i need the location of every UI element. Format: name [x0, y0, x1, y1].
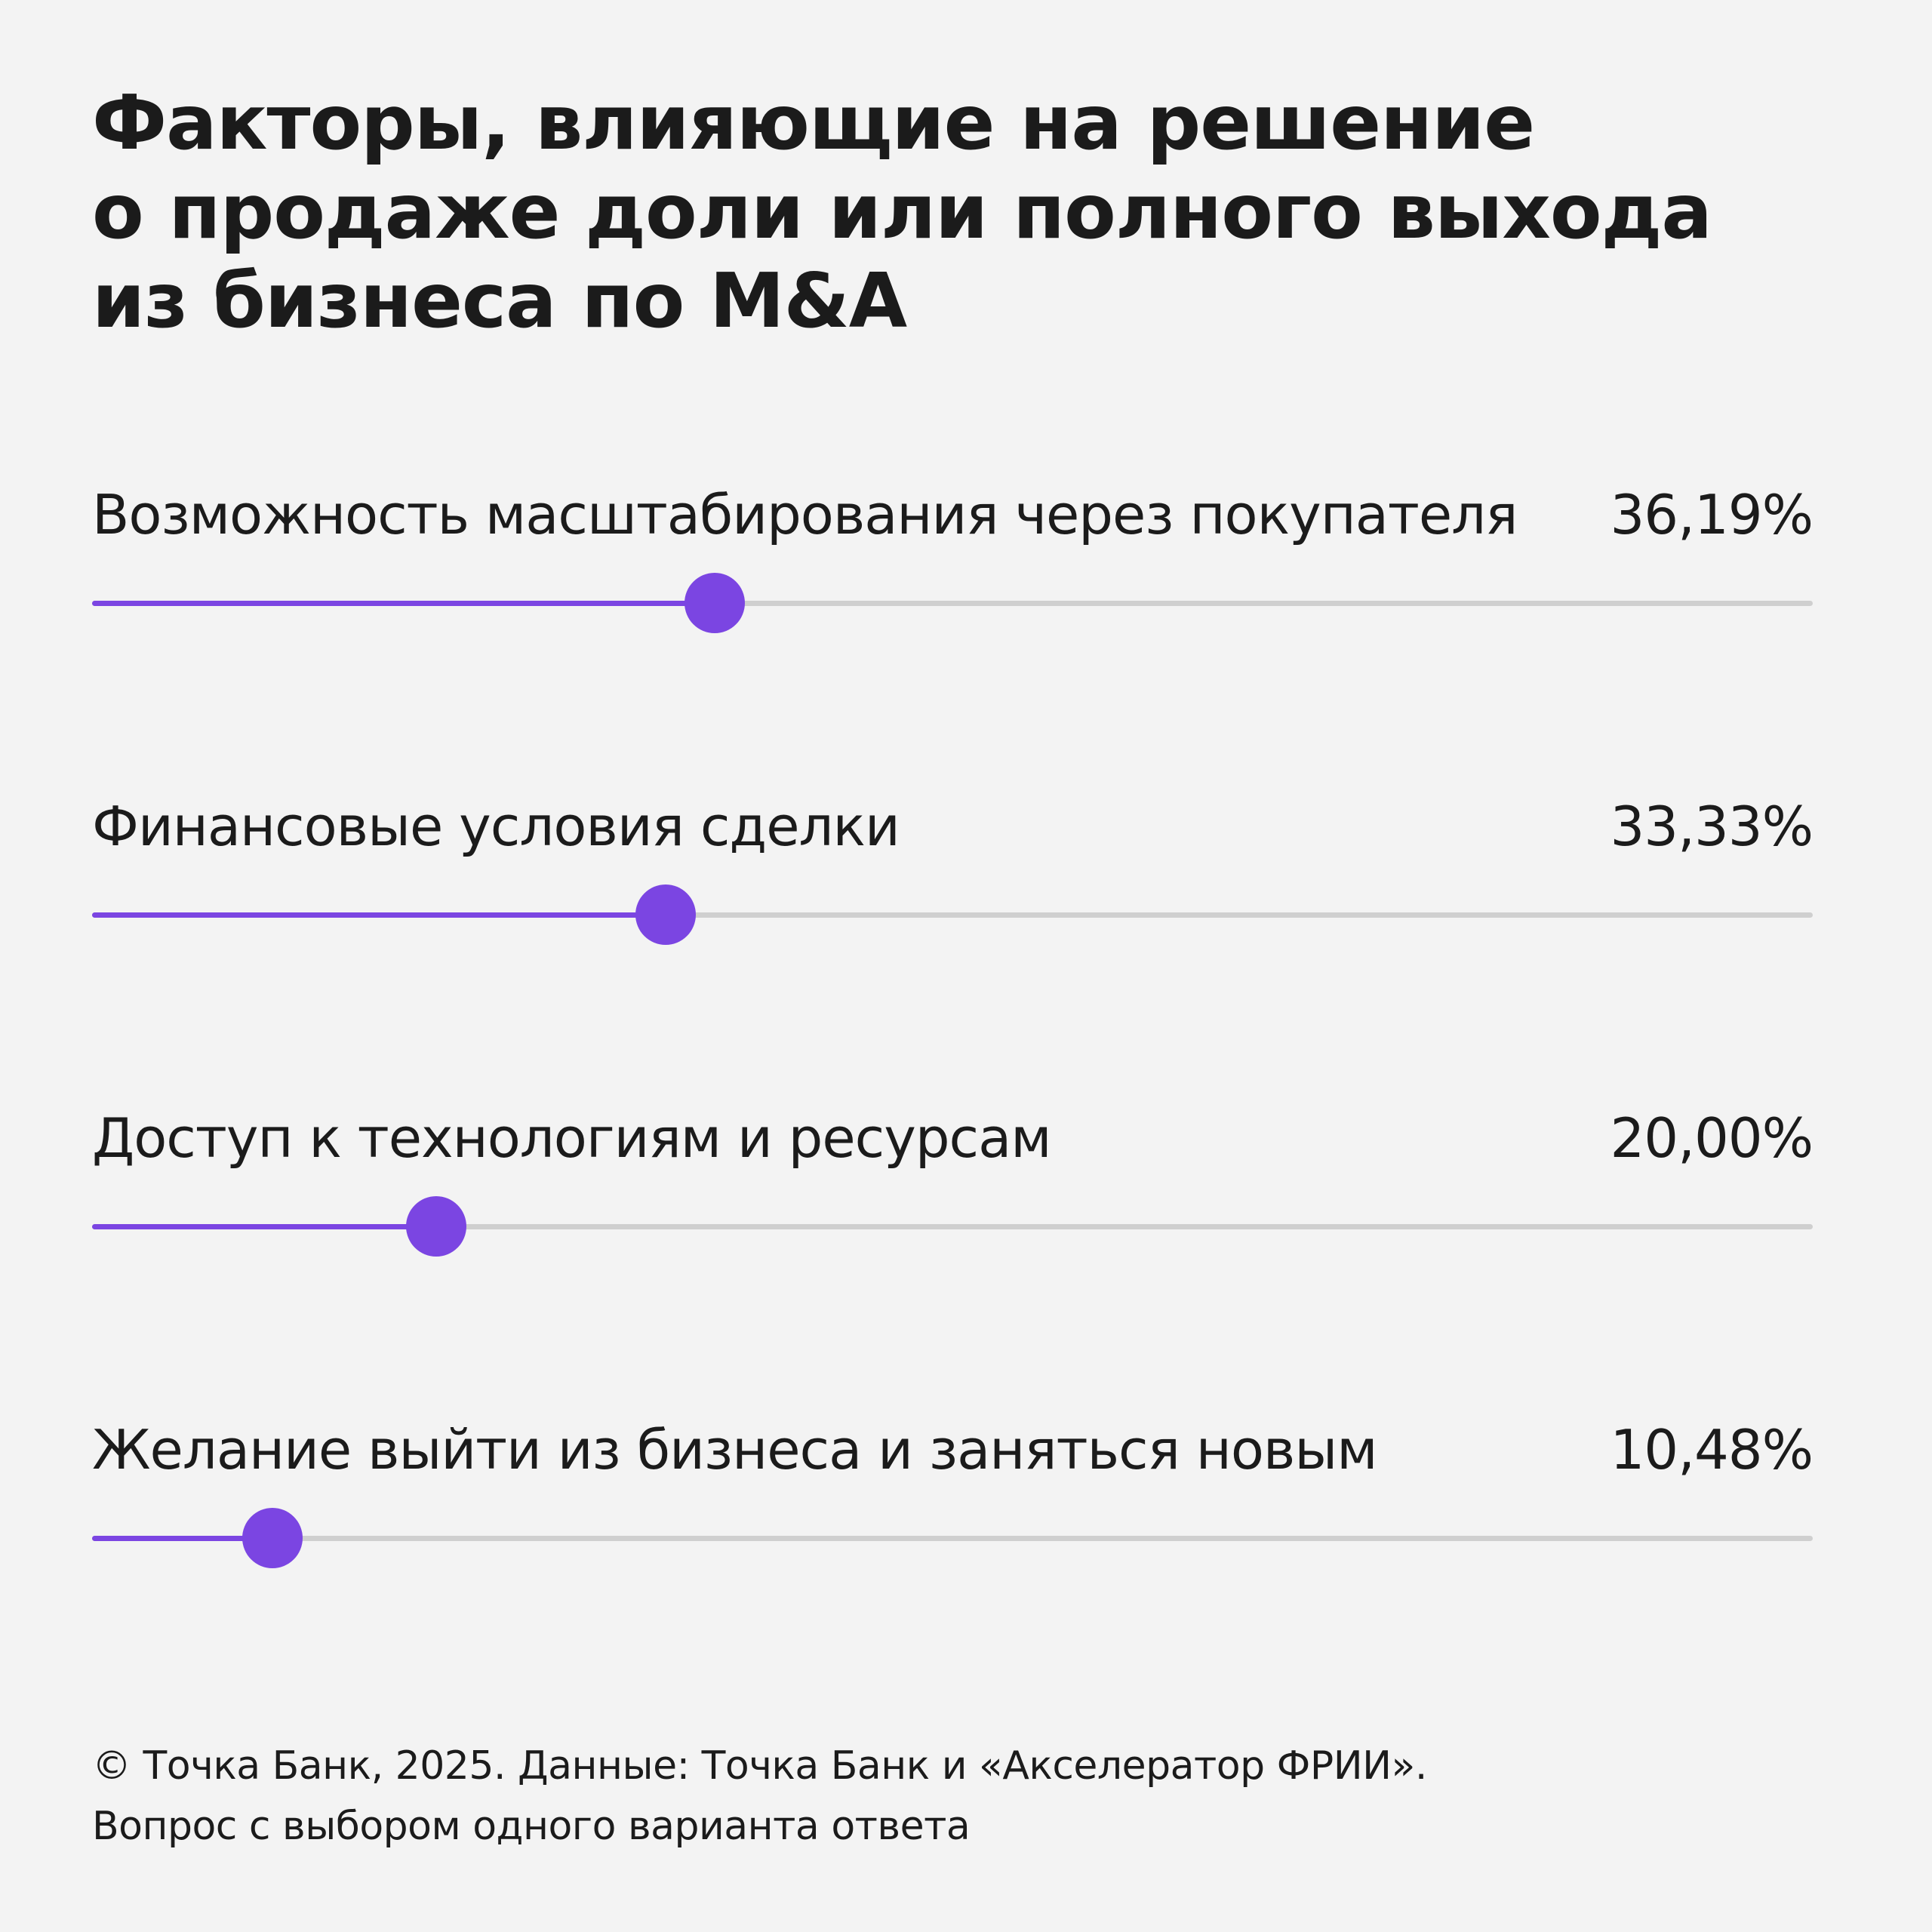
bar-row: Возможность масштабирования через покупа…	[92, 483, 1814, 795]
bar-row: Финансовые условия сделки 33,33%	[92, 795, 1814, 1106]
footnote-line-2: Вопрос с выбором одного варианта ответа	[92, 1804, 971, 1849]
bar-row: Желание выйти из бизнеса и заняться новы…	[92, 1418, 1814, 1730]
bar-value-label: 10,48%	[1610, 1418, 1814, 1481]
chart-title: Факторы, влияющие на решение о продаже д…	[92, 78, 1828, 346]
title-line-3: из бизнеса по M&A	[92, 257, 907, 345]
bar-fill	[92, 1536, 272, 1541]
bar-track	[92, 1196, 1813, 1257]
bar-track	[92, 884, 1813, 945]
bar-knob	[635, 884, 696, 945]
bar-list: Возможность масштабирования через покупа…	[92, 483, 1814, 1730]
bar-label: Доступ к технологиям и ресурсам	[92, 1106, 1052, 1170]
title-line-1: Факторы, влияющие на решение	[92, 78, 1535, 167]
bar-value-label: 20,00%	[1610, 1106, 1814, 1170]
title-line-2: о продаже доли или полного выхода	[92, 168, 1712, 256]
bar-knob	[685, 573, 745, 633]
footnote-line-1: © Точка Банк, 2025. Данные: Точка Банк и…	[92, 1743, 1427, 1789]
bar-track	[92, 573, 1813, 633]
bar-value-label: 36,19%	[1610, 483, 1814, 546]
source-footnote: © Точка Банк, 2025. Данные: Точка Банк и…	[92, 1736, 1427, 1857]
bar-label: Возможность масштабирования через покупа…	[92, 483, 1518, 546]
bar-fill	[92, 1224, 436, 1229]
bar-row: Доступ к технологиям и ресурсам 20,00%	[92, 1106, 1814, 1418]
bar-track	[92, 1508, 1813, 1568]
bar-fill	[92, 601, 715, 606]
bar-knob	[406, 1196, 466, 1257]
bar-label: Желание выйти из бизнеса и заняться новы…	[92, 1418, 1378, 1481]
bar-value-label: 33,33%	[1610, 795, 1814, 858]
bar-knob	[242, 1508, 303, 1568]
bar-fill	[92, 912, 666, 918]
bar-label: Финансовые условия сделки	[92, 795, 900, 858]
